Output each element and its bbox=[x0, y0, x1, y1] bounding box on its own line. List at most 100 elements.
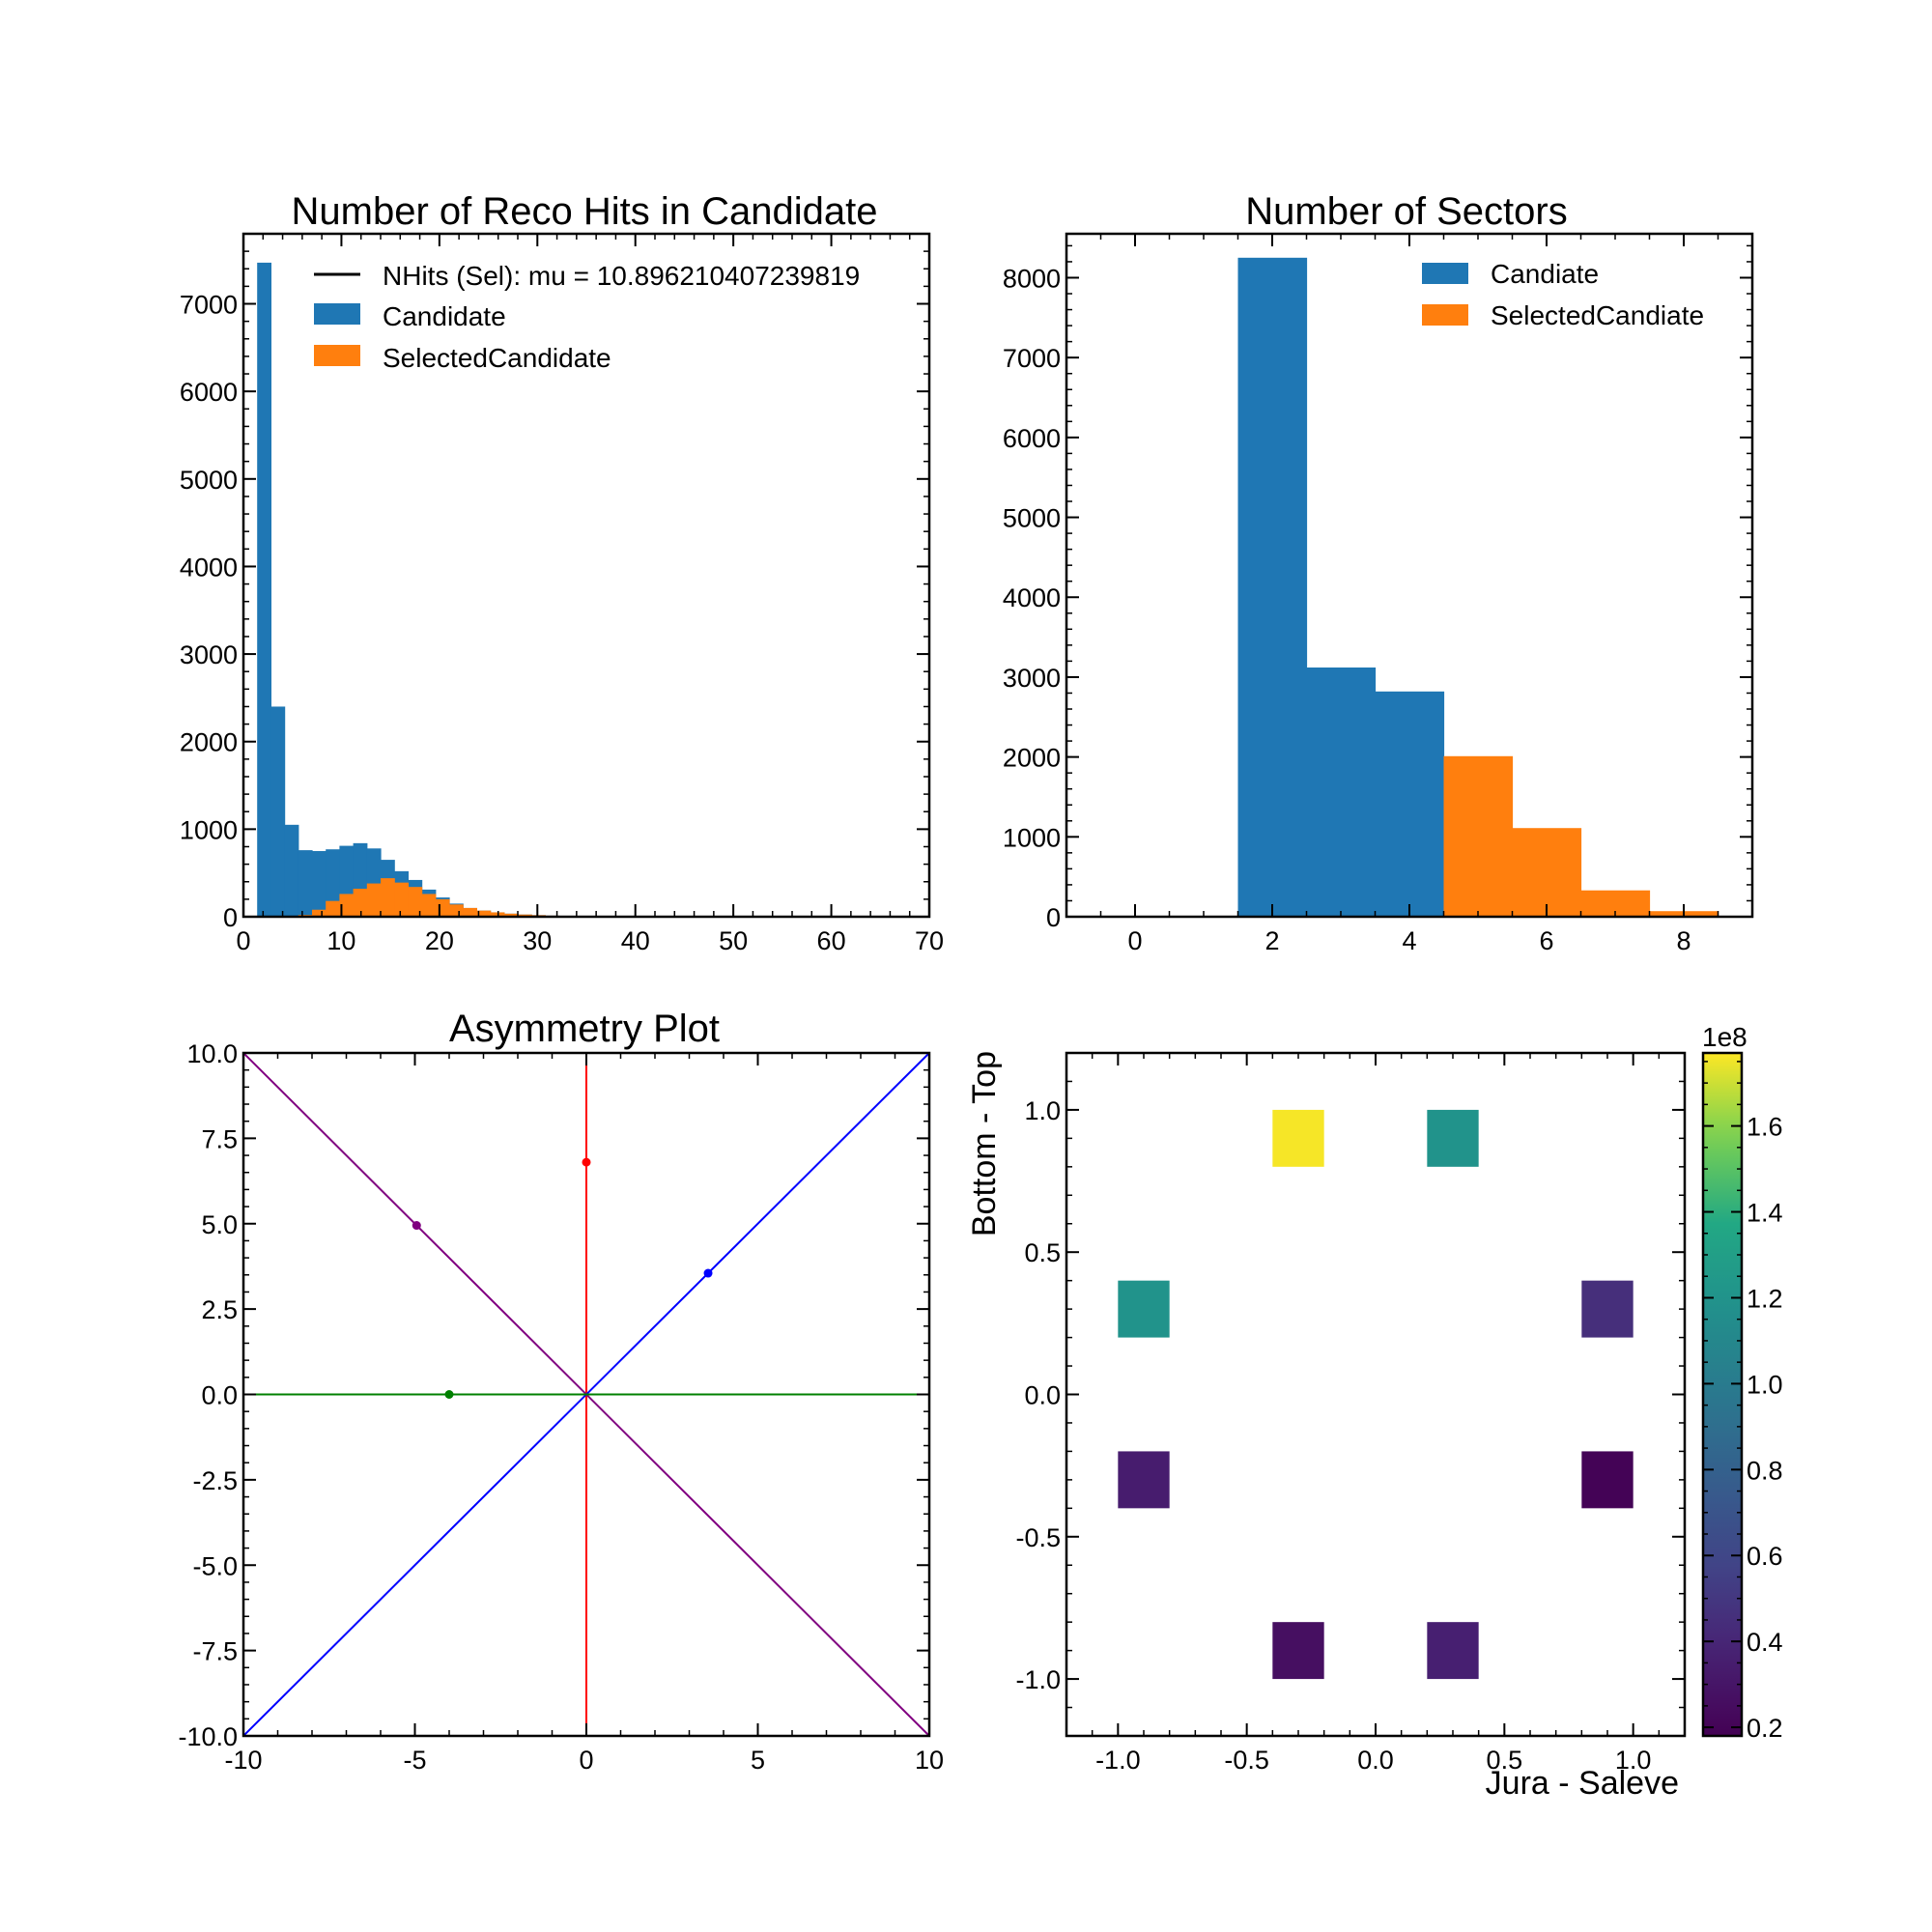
sectors-axes-frame bbox=[1065, 232, 1754, 919]
sectors-legend: Candiate SelectedCandiate bbox=[1422, 259, 1704, 330]
asymmetry-y-tick-label: 2.5 bbox=[201, 1295, 238, 1324]
candidate-bar bbox=[284, 824, 299, 917]
sectors-y-tick-label: 8000 bbox=[1003, 264, 1061, 293]
colorbar-offset-label: 1e8 bbox=[1702, 1022, 1747, 1052]
selected-candidate-bar bbox=[476, 910, 492, 917]
reco-hits-x-tick-label: 0 bbox=[236, 926, 250, 955]
asymmetry-y-tick-label: -2.5 bbox=[192, 1466, 238, 1495]
legend-label-candidate: Candidate bbox=[383, 301, 506, 331]
sectors-y-tick-label: 3000 bbox=[1003, 664, 1061, 693]
sectors-y-tick-label: 1000 bbox=[1003, 823, 1061, 852]
reco-hits-y-tick-label: 4000 bbox=[180, 553, 238, 582]
heatmap-cell bbox=[1272, 1622, 1324, 1680]
selected-candidate-bar bbox=[408, 887, 423, 917]
panel-asymmetry: Asymmetry Plot -10 -5 0 5 10 -10.0 -7.5 -5.0 -2.… bbox=[178, 1008, 944, 1775]
heatmap-cell bbox=[1581, 1280, 1634, 1338]
reco-hits-legend: NHits (Sel): mu = 10.896210407239819 Can… bbox=[314, 261, 860, 373]
heatmap-y-tick-label: 1.0 bbox=[1024, 1096, 1061, 1125]
reco-hits-y-tick-label: 7000 bbox=[180, 291, 238, 320]
heatmap-y-tick-label: 0.5 bbox=[1024, 1238, 1061, 1267]
reco-hits-x-tick-label: 30 bbox=[523, 926, 552, 955]
sectors-y-tick-label: 6000 bbox=[1003, 424, 1061, 453]
colorbar-tick-label: 0.6 bbox=[1747, 1542, 1783, 1571]
reco-hits-x-tick-label: 50 bbox=[719, 926, 748, 955]
selected-candidate-bar bbox=[449, 904, 464, 917]
heatmap-x-tick-label: -0.5 bbox=[1224, 1746, 1269, 1775]
legend-swatch-selected bbox=[314, 345, 360, 366]
sectors-title: Number of Sectors bbox=[1245, 190, 1567, 233]
selected-candidate-bar bbox=[463, 907, 477, 917]
heatmap-cell bbox=[1427, 1109, 1479, 1167]
heatmap-x-tick-label: 1.0 bbox=[1615, 1746, 1652, 1775]
asymmetry-y-tick-label: -7.5 bbox=[192, 1637, 238, 1666]
heatmap-x-tick-label: -1.0 bbox=[1095, 1746, 1141, 1775]
asymmetry-y-tick-label: 10.0 bbox=[186, 1039, 238, 1068]
reco-hits-y-tick-label: 6000 bbox=[180, 378, 238, 407]
reco-hits-title: Number of Reco Hits in Candidate bbox=[292, 190, 878, 233]
asymmetry-y-tick-label: 0.0 bbox=[201, 1381, 238, 1410]
colorbar-tick-label: 0.2 bbox=[1747, 1714, 1783, 1743]
sectors-y-tick-label: 5000 bbox=[1003, 504, 1061, 533]
reco-hits-x-tick-label: 40 bbox=[621, 926, 650, 955]
sectors-x-tick-label: 0 bbox=[1127, 926, 1142, 955]
panel-heatmap: -1.0 -0.5 0.0 0.5 1.0 -1.0 -0.5 0.0 0.5 1.0 0.2 0.4… bbox=[966, 1022, 1783, 1802]
sectors-x-tick-label: 8 bbox=[1676, 926, 1690, 955]
colorbar-fill bbox=[1703, 1053, 1742, 1736]
selected-candidate-bar bbox=[326, 900, 340, 917]
asymmetry-point bbox=[412, 1221, 421, 1231]
legend-label-nhits: NHits (Sel): mu = 10.896210407239819 bbox=[383, 261, 860, 291]
heatmap-cell bbox=[1118, 1280, 1170, 1338]
candiate-bar bbox=[1375, 691, 1445, 917]
reco-hits-x-tick-label: 20 bbox=[425, 926, 454, 955]
heatmap-cell bbox=[1118, 1451, 1170, 1509]
asymmetry-x-tick-label: 5 bbox=[751, 1746, 765, 1775]
reco-hits-y-tick-label: 0 bbox=[223, 903, 238, 932]
selected-candiate-bar bbox=[1512, 828, 1582, 917]
legend-swatch-selectedcandiate bbox=[1422, 304, 1468, 326]
heatmap-y-tick-label: 0.0 bbox=[1024, 1381, 1061, 1410]
asymmetry-point bbox=[703, 1268, 713, 1278]
heatmap-y-tick-label: -1.0 bbox=[1015, 1665, 1061, 1694]
heatmap-xlabel: Jura - Saleve bbox=[1486, 1765, 1679, 1802]
candidate-bar bbox=[270, 706, 286, 917]
heatmap-cell bbox=[1272, 1109, 1324, 1167]
asymmetry-axes-frame bbox=[242, 1051, 931, 1738]
heatmap-x-tick-label: 0.5 bbox=[1487, 1746, 1523, 1775]
asymmetry-y-tick-label: -10.0 bbox=[178, 1722, 238, 1751]
sectors-x-tick-label: 6 bbox=[1539, 926, 1553, 955]
legend-label-selected: SelectedCandidate bbox=[383, 343, 611, 373]
selected-candidate-bar bbox=[435, 898, 450, 917]
reco-hits-axes-frame bbox=[242, 232, 931, 919]
colorbar-tick-label: 1.0 bbox=[1747, 1370, 1783, 1399]
sectors-y-tick-label: 4000 bbox=[1003, 583, 1061, 612]
selected-candidate-bar bbox=[381, 878, 395, 917]
selected-candidate-bar bbox=[421, 894, 437, 917]
colorbar-frame bbox=[1701, 1051, 1744, 1738]
legend-label-selectedcandiate: SelectedCandiate bbox=[1491, 300, 1704, 330]
heatmap-cell bbox=[1427, 1622, 1479, 1680]
candidate-bar bbox=[257, 262, 271, 918]
candidate-bar bbox=[298, 850, 313, 917]
asymmetry-x-tick-label: -10 bbox=[224, 1746, 262, 1775]
panel-sectors: Number of Sectors 0 2 4 6 8 0 1000 2000 3000 4000… bbox=[1003, 190, 1754, 955]
reco-hits-y-tick-label: 5000 bbox=[180, 466, 238, 495]
asymmetry-x-tick-label: -5 bbox=[403, 1746, 426, 1775]
reco-hits-x-tick-label: 10 bbox=[327, 926, 355, 955]
candidate-bar bbox=[326, 849, 340, 917]
sectors-y-tick-label: 7000 bbox=[1003, 344, 1061, 373]
sectors-x-tick-label: 2 bbox=[1264, 926, 1279, 955]
heatmap-ylabel: Bottom - Top bbox=[966, 1051, 1003, 1236]
asymmetry-point bbox=[582, 1157, 591, 1167]
asymmetry-x-tick-label: 10 bbox=[915, 1746, 944, 1775]
heatmap-y-tick-label: -0.5 bbox=[1015, 1523, 1061, 1552]
selected-candiate-bar bbox=[1443, 755, 1514, 917]
heatmap-cell bbox=[1581, 1451, 1634, 1509]
heatmap-axes-frame bbox=[1065, 1051, 1687, 1738]
legend-label-candiate: Candiate bbox=[1491, 259, 1599, 289]
asymmetry-x-tick-label: 0 bbox=[579, 1746, 593, 1775]
candidate-bar bbox=[312, 851, 327, 917]
reco-hits-y-tick-label: 3000 bbox=[180, 640, 238, 669]
asymmetry-y-tick-label: -5.0 bbox=[192, 1551, 238, 1580]
heatmap-x-tick-label: 0.0 bbox=[1357, 1746, 1394, 1775]
